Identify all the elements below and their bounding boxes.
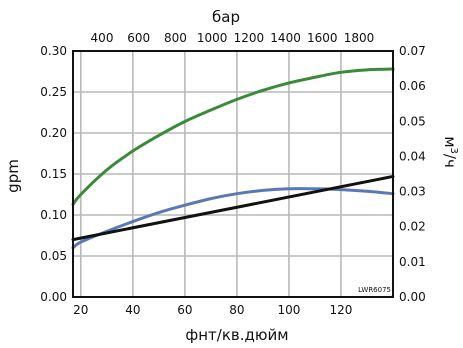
x-axis-top-ticks: 400 600 800 1000 1200 1400 1600 1800 [91, 31, 375, 45]
x-top-tick-label-1: 600 [127, 31, 150, 45]
x-bottom-tick-label-2: 60 [177, 303, 192, 317]
y-right-tick-label-4: 0.04 [399, 149, 426, 163]
y-axis-right-title-main: м [441, 136, 459, 147]
y-right-tick-label-3: 0.03 [399, 185, 426, 199]
chart-grid [73, 51, 393, 297]
y-right-tick-label-5: 0.05 [399, 114, 426, 128]
y-axis-right-title: м3/ч [441, 136, 459, 168]
x-axis-top-title: бар [212, 8, 240, 26]
y-left-tick-label-0: 0.00 [40, 290, 67, 304]
y-axis-left-ticks: 0.00 0.05 0.10 0.15 0.20 0.25 0.30 [40, 44, 67, 304]
x-top-tick-label-5: 1400 [270, 31, 301, 45]
y-left-tick-label-2: 0.10 [40, 208, 67, 222]
x-axis-bottom-title: фнт/кв.дюйм [185, 326, 288, 344]
x-top-tick-label-7: 1800 [344, 31, 375, 45]
x-top-tick-label-2: 800 [164, 31, 187, 45]
y-left-tick-label-1: 0.05 [40, 249, 67, 263]
x-bottom-tick-label-3: 80 [229, 303, 244, 317]
series-line-2 [71, 174, 395, 242]
x-top-tick-label-3: 1000 [197, 31, 228, 45]
chart-code-annotation: LWR6075 [358, 286, 391, 294]
y-left-tick-label-4: 0.20 [40, 126, 67, 140]
x-top-tick-label-0: 400 [91, 31, 114, 45]
y-axis-right-title-sup: 3 [448, 148, 459, 154]
series-layer [71, 67, 395, 250]
series-line-1 [71, 187, 395, 250]
y-right-tick-label-7: 0.07 [399, 44, 426, 58]
x-bottom-tick-label-5: 120 [330, 303, 353, 317]
y-right-tick-label-1: 0.01 [399, 255, 426, 269]
y-right-tick-label-0: 0.00 [399, 290, 426, 304]
y-axis-right-ticks: 0.00 0.01 0.02 0.03 0.04 0.05 0.06 0.07 [399, 44, 426, 304]
y-left-tick-label-6: 0.30 [40, 44, 67, 58]
y-axis-right-title-tail: /ч [441, 154, 459, 168]
y-right-tick-label-6: 0.06 [399, 79, 426, 93]
x-bottom-tick-label-4: 100 [277, 303, 300, 317]
x-bottom-tick-label-0: 20 [73, 303, 88, 317]
y-axis-left-title: gpm [4, 159, 22, 193]
x-top-tick-label-6: 1600 [307, 31, 338, 45]
plot-area-frame [72, 50, 394, 298]
x-axis-bottom-ticks: 20 40 60 80 100 120 [73, 303, 352, 317]
series-line-0 [71, 67, 395, 206]
y-right-tick-label-2: 0.02 [399, 220, 426, 234]
x-bottom-tick-label-1: 40 [125, 303, 140, 317]
y-left-tick-label-5: 0.25 [40, 85, 67, 99]
y-left-tick-label-3: 0.15 [40, 167, 67, 181]
x-top-tick-label-4: 1200 [234, 31, 265, 45]
